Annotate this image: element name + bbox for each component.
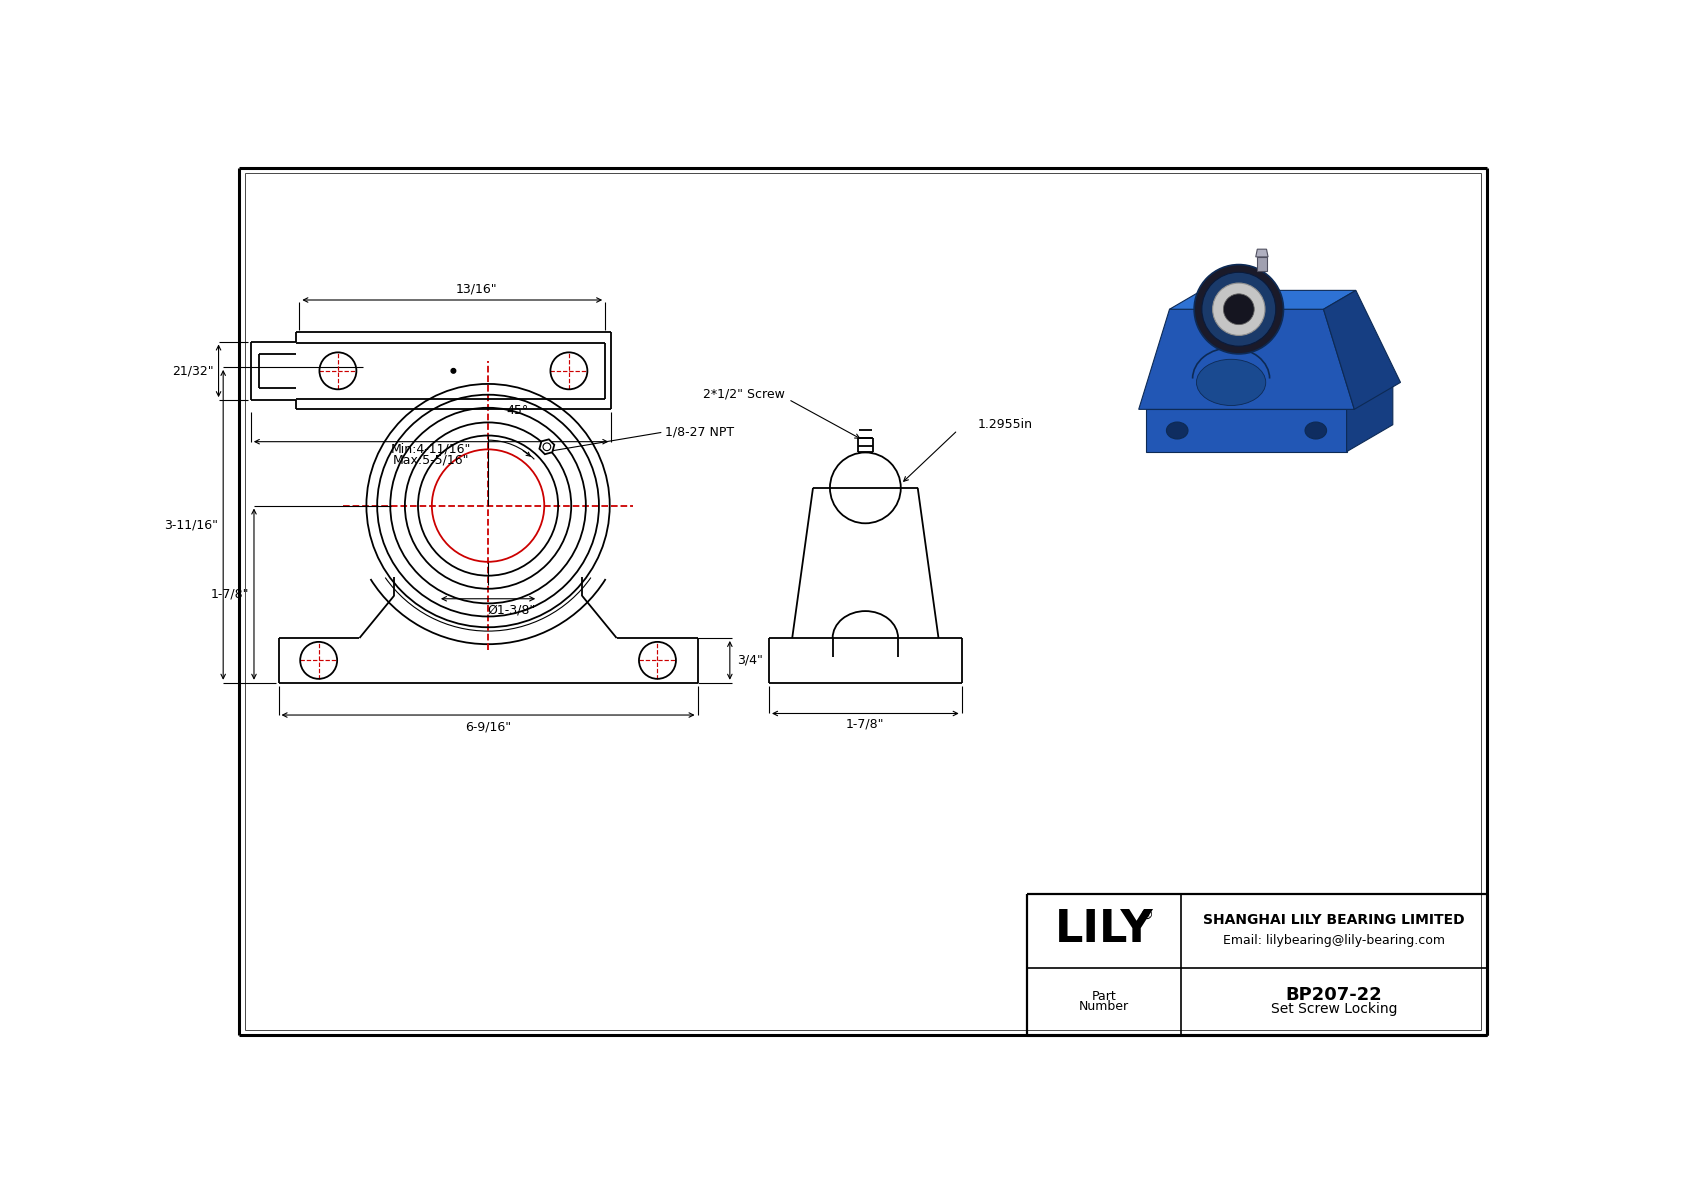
Text: Set Screw Locking: Set Screw Locking: [1271, 1002, 1398, 1016]
Text: 3-11/16": 3-11/16": [165, 518, 219, 531]
Text: 1-7/8": 1-7/8": [210, 587, 249, 600]
Circle shape: [1223, 294, 1255, 325]
Text: 45°: 45°: [507, 405, 529, 417]
Text: Min:4-11/16": Min:4-11/16": [391, 443, 472, 456]
Text: 1/8-27 NPT: 1/8-27 NPT: [665, 426, 734, 439]
Text: Email: lilybearing@lily-bearing.com: Email: lilybearing@lily-bearing.com: [1223, 934, 1445, 947]
Polygon shape: [1138, 310, 1354, 410]
Text: Max:5-5/16": Max:5-5/16": [392, 454, 470, 467]
Polygon shape: [1147, 410, 1347, 451]
Text: ®: ®: [1140, 909, 1154, 923]
Text: 3/4": 3/4": [738, 654, 763, 667]
Circle shape: [542, 443, 551, 450]
Text: 13/16": 13/16": [456, 282, 497, 295]
Circle shape: [1194, 264, 1283, 354]
Polygon shape: [539, 439, 554, 454]
Circle shape: [1202, 273, 1276, 347]
Circle shape: [1212, 283, 1265, 336]
Text: 21/32": 21/32": [172, 364, 214, 378]
Polygon shape: [1256, 249, 1268, 257]
Polygon shape: [1258, 257, 1266, 270]
Text: BP207-22: BP207-22: [1285, 985, 1383, 1004]
Ellipse shape: [1305, 422, 1327, 439]
Polygon shape: [1169, 291, 1356, 310]
Text: Ø1-3/8": Ø1-3/8": [487, 603, 536, 616]
Ellipse shape: [1167, 422, 1187, 439]
Ellipse shape: [1196, 360, 1266, 405]
Text: LILY: LILY: [1054, 908, 1154, 950]
Text: Number: Number: [1079, 1000, 1130, 1014]
Text: SHANGHAI LILY BEARING LIMITED: SHANGHAI LILY BEARING LIMITED: [1202, 913, 1465, 928]
Polygon shape: [1347, 382, 1393, 451]
Text: 2*1/2" Screw: 2*1/2" Screw: [702, 387, 785, 400]
Text: Part: Part: [1091, 990, 1116, 1003]
Circle shape: [451, 368, 456, 373]
Text: 1.2955in: 1.2955in: [978, 418, 1032, 431]
Text: 6-9/16": 6-9/16": [465, 721, 512, 734]
Polygon shape: [1324, 291, 1401, 410]
Polygon shape: [1147, 382, 1393, 410]
Text: 1-7/8": 1-7/8": [845, 718, 884, 731]
